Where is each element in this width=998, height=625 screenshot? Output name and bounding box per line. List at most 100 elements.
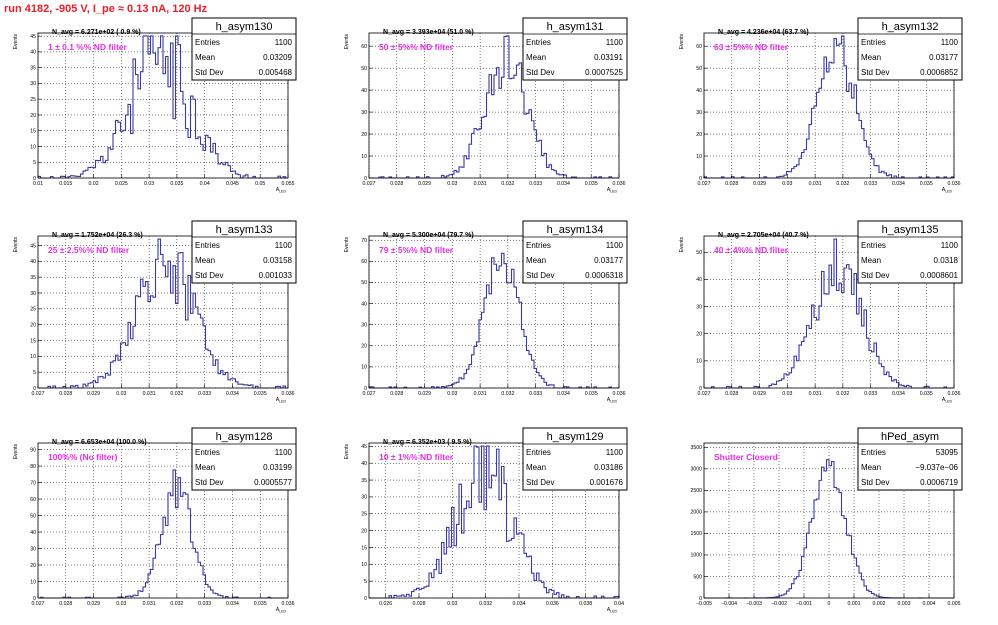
x-tick-label: 0.029 <box>753 391 766 397</box>
x-tick-label: 0.027 <box>698 391 711 397</box>
x-tick-label: 0.034 <box>226 601 239 607</box>
y-tick-label: 10 <box>361 365 367 371</box>
x-axis-title: ALED <box>607 397 618 404</box>
y-tick-label: 50 <box>361 280 367 286</box>
x-axis-title: ALED <box>276 607 287 614</box>
stat-stddev: 0.0008601 <box>920 271 958 280</box>
x-tick-label: 0.04 <box>614 601 624 607</box>
stat-label-entries: Entries <box>861 241 886 250</box>
stat-label-mean: Mean <box>861 256 881 265</box>
x-tick-label: 0.026 <box>379 601 392 607</box>
y-tick-label: 30 <box>361 495 367 501</box>
histogram-name: h_asym129 <box>547 431 604 443</box>
stat-label-stddev: Std Dev <box>526 68 554 77</box>
x-tick-label: 0.03 <box>782 181 792 187</box>
stat-box-frame <box>857 220 963 284</box>
x-tick-label: −0.003 <box>746 601 762 607</box>
x-tick-label: 0.027 <box>363 391 376 397</box>
filter-label: 50 ± 5%% ND filter <box>379 42 454 52</box>
x-tick-label: 0.032 <box>501 391 514 397</box>
histogram-name: h_asym133 <box>216 224 273 236</box>
stat-mean: −9.037e−06 <box>915 463 958 472</box>
y-tick-label: 35 <box>30 65 36 71</box>
x-tick-label: 0.033 <box>864 391 877 397</box>
panel-h_asym132: 0.027 0.028 0.029 0.03 0.031 0.032 0.033 0.034 0… <box>679 17 963 194</box>
x-tick-label: 0.032 <box>836 181 849 187</box>
panel-h_asym135: 0.027 0.028 0.029 0.03 0.031 0.032 0.033 0.034 0… <box>679 220 963 404</box>
y-axis-title: Events <box>679 34 685 50</box>
plot-frame <box>703 32 955 179</box>
y-tick-label: 70 <box>361 238 367 244</box>
x-tick-label: 0.031 <box>143 391 156 397</box>
histogram-name: h_asym134 <box>547 224 604 236</box>
stat-label-mean: Mean <box>526 256 546 265</box>
x-tick-label: 0.029 <box>418 391 431 397</box>
histogram-line <box>704 238 954 389</box>
y-tick-label: 15 <box>361 545 367 551</box>
y-tick-label: 25 <box>361 512 367 518</box>
stat-mean: 0.03209 <box>263 53 292 62</box>
x-tick-label: 0.034 <box>226 391 239 397</box>
x-tick-label: 0 <box>828 601 831 607</box>
y-tick-label: 5 <box>33 370 36 376</box>
y-tick-label: 20 <box>361 344 367 350</box>
histogram-name: h_asym130 <box>216 21 273 33</box>
stat-label-mean: Mean <box>195 256 215 265</box>
stat-label-entries: Entries <box>526 241 551 250</box>
plot-frame <box>368 235 620 389</box>
panel-h_asym129: 0.026 0.028 0.03 0.032 0.034 0.036 0.038 0.04 0 5… <box>344 427 628 614</box>
y-tick-label: 35 <box>361 478 367 484</box>
y-tick-label: 20 <box>30 322 36 328</box>
stat-box-frame <box>522 427 628 491</box>
stat-stddev: 0.0006852 <box>920 68 958 77</box>
x-tick-label: 0.028 <box>390 391 403 397</box>
y-tick-label: 30 <box>696 304 702 310</box>
y-tick-label: 40 <box>30 259 36 265</box>
y-tick-label: 35 <box>30 275 36 281</box>
stat-mean: 0.03199 <box>263 463 292 472</box>
stat-label-entries: Entries <box>526 38 551 47</box>
x-tick-label: 0.031 <box>474 391 487 397</box>
y-tick-label: 20 <box>361 132 367 138</box>
y-tick-label: 2000 <box>690 510 702 516</box>
filter-label: 100%% (No filter) <box>48 452 118 462</box>
stat-box: h_asym132 Entries 1100 Mean 0.03177 Std Dev 0.… <box>857 17 963 81</box>
stat-entries: 1100 <box>606 38 624 47</box>
x-tick-label: 0.032 <box>479 601 492 607</box>
y-tick-label: 20 <box>30 113 36 119</box>
panel-h_asym131: 0.027 0.028 0.029 0.03 0.031 0.032 0.033 0.034 0… <box>344 17 628 194</box>
filter-label: 10 ± 1%% ND filter <box>379 452 454 462</box>
x-axis-title: ALED <box>942 187 953 194</box>
x-tick-label: 0.031 <box>143 601 156 607</box>
x-tick-label: −0.005 <box>696 601 712 607</box>
y-tick-label: 20 <box>30 563 36 569</box>
x-tick-label: 0.027 <box>32 601 45 607</box>
stat-stddev: 0.0005577 <box>254 478 292 487</box>
x-tick-label: 0.036 <box>546 601 559 607</box>
y-axis-title: Events <box>13 237 19 253</box>
stat-label-mean: Mean <box>861 53 881 62</box>
plot-frame <box>368 32 620 179</box>
y-tick-label: 30 <box>30 81 36 87</box>
x-tick-label: 0.032 <box>501 181 514 187</box>
stat-stddev: 0.001676 <box>590 478 624 487</box>
x-tick-label: 0.035 <box>585 391 598 397</box>
x-tick-label: 0.028 <box>390 181 403 187</box>
y-tick-label: 30 <box>30 291 36 297</box>
x-tick-label: 0.03 <box>447 391 457 397</box>
y-axis-title: Events <box>13 444 19 460</box>
x-tick-label: 0.045 <box>226 181 239 187</box>
stat-label-mean: Mean <box>861 463 881 472</box>
x-tick-label: 0.03 <box>447 181 457 187</box>
y-tick-label: 10 <box>361 154 367 160</box>
histogram-name: h_asym132 <box>882 21 939 33</box>
plot-frame <box>368 442 620 599</box>
stat-stddev: 0.001033 <box>259 271 293 280</box>
x-axis-title: ALED <box>276 397 287 404</box>
stat-entries: 53095 <box>936 448 959 457</box>
stat-entries: 1100 <box>275 448 293 457</box>
filter-label: 40 ± 4%% ND filter <box>714 245 789 255</box>
navg-label: N_avg = 6.352e+03 ( 9.5 %) <box>383 439 472 446</box>
stat-label-entries: Entries <box>195 448 220 457</box>
x-tick-label: 0.02 <box>89 181 99 187</box>
